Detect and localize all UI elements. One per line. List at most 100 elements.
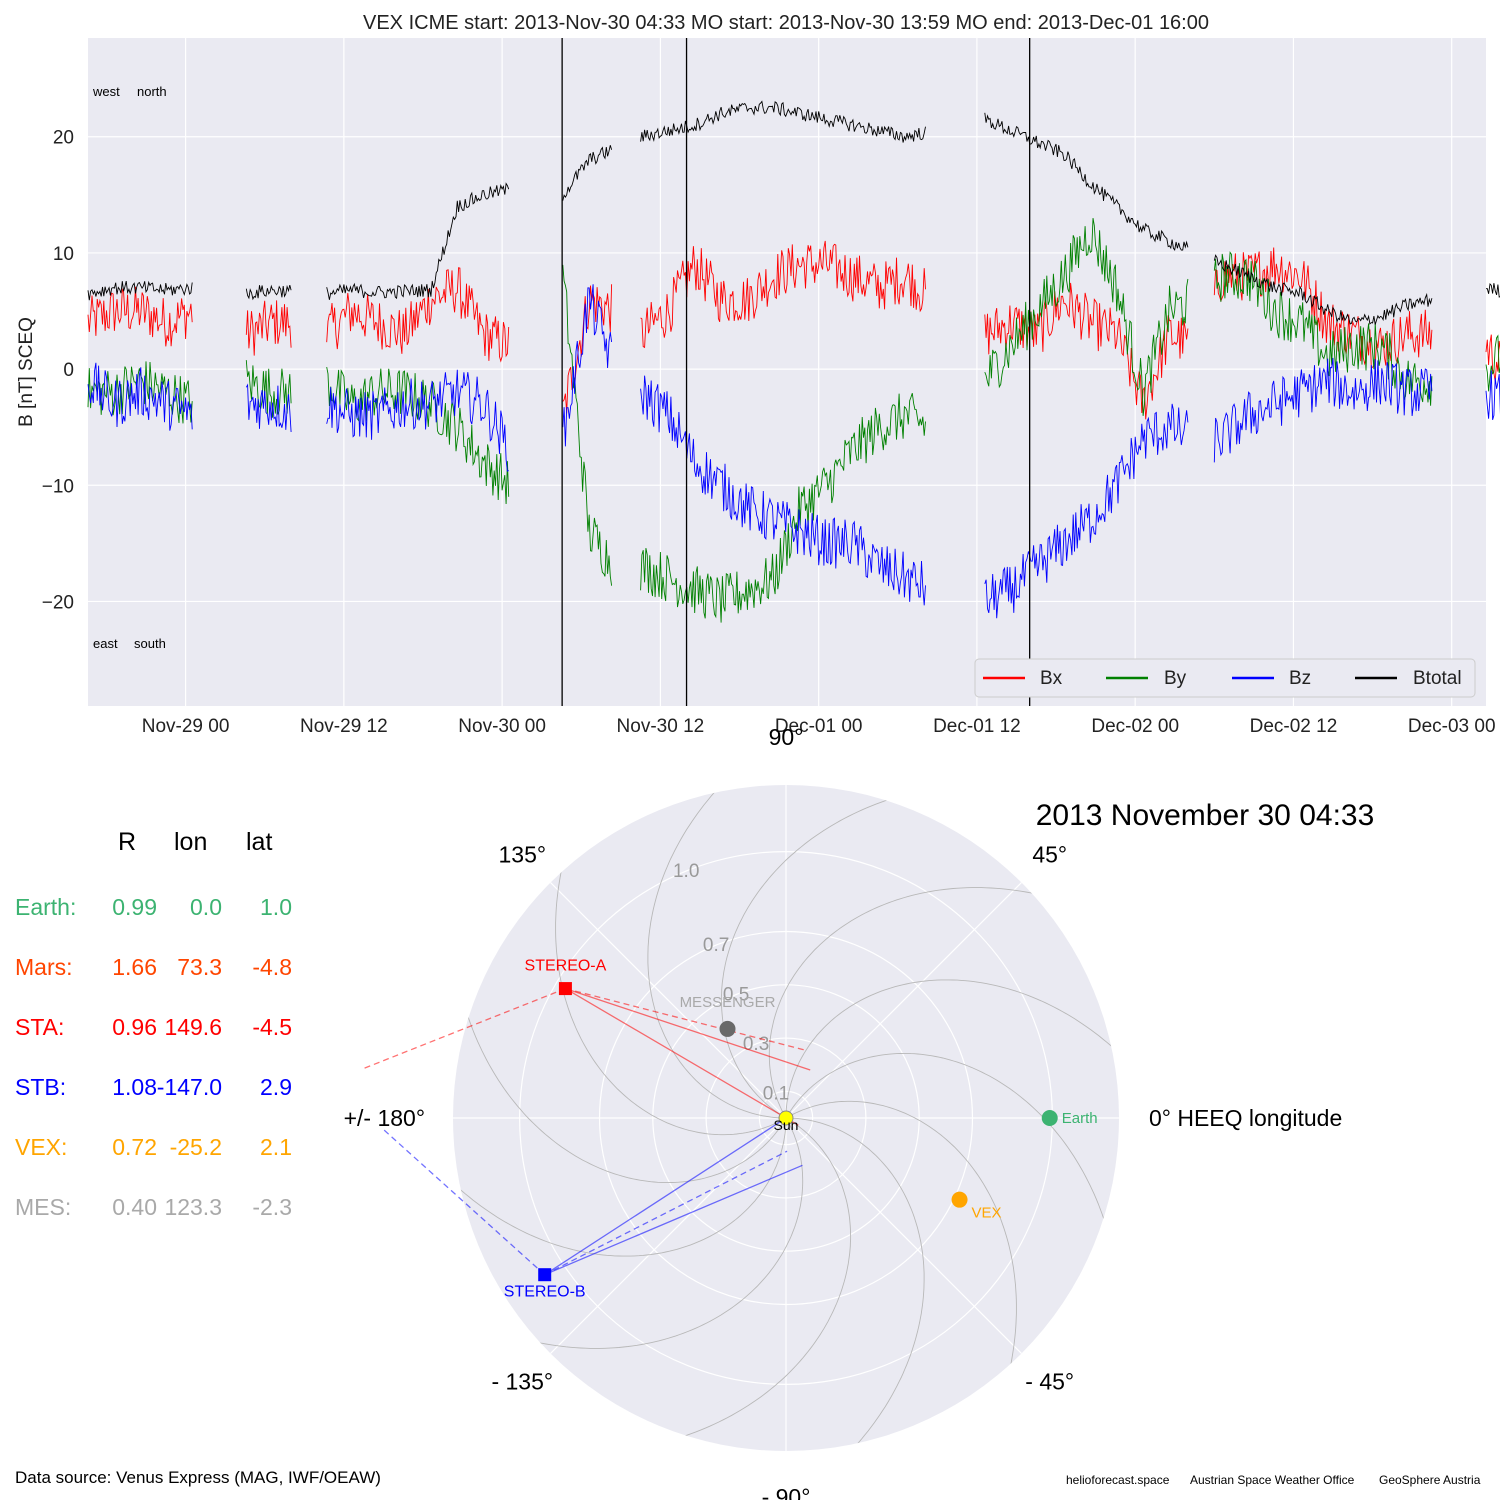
x-tick-labels: Nov-29 00 Nov-29 12 Nov-30 00 Nov-30 12 Dec-… [142,716,1496,737]
radial-tick-label: 1.0 [673,861,699,882]
chart-title: VEX ICME start: 2013-Nov-30 04:33 MO sta… [363,12,1209,34]
radial-tick-label: 0.1 [763,1083,789,1104]
angle-label: - 135° [491,1369,553,1395]
radial-tick-label: 0.7 [703,935,729,956]
position-label: Mars: [15,954,73,980]
stereo-b-label: STEREO-B [504,1284,586,1301]
position-lon: -25.2 [169,1134,222,1160]
legend-frame [974,658,1476,698]
parker-spirals [453,785,1119,1451]
position-label: VEX: [15,1134,68,1160]
position-label: STA: [15,1014,65,1040]
position-lat: 2.9 [260,1074,292,1100]
angle-label: 90° [769,724,804,750]
parker-spiral [785,1100,1017,1420]
vex-marker [951,1191,968,1208]
position-label: STB: [15,1074,67,1100]
x-tick-label: Nov-29 00 [142,716,230,737]
fov-line [565,988,799,1126]
position-lat: -4.5 [252,1014,292,1040]
earth-marker [1041,1110,1058,1126]
fov-line [544,1150,788,1276]
legend: Bx By Bz Btotal [974,658,1476,698]
y-axis-label: B [nT] SCEQ [16,317,37,427]
position-row: STA: 0.96 149.6 -4.5 [10,1014,310,1044]
y-tick-labels: −20 −10 0 10 20 [42,128,74,614]
y-tick-label: 10 [53,244,74,265]
timeseries-lines [87,100,1500,623]
position-row: VEX: 0.72 -25.2 2.1 [10,1134,310,1164]
angle-label: - 90° [762,1484,811,1500]
position-lon: 73.3 [177,954,222,980]
position-lat: 2.1 [260,1134,292,1160]
header-lat: lat [246,828,273,856]
sun-marker [778,1110,794,1126]
timeseries-grid [88,38,1486,706]
y-tick-label: 0 [63,360,74,381]
credit-helioforecast: helioforecast.space [1066,1473,1170,1487]
x-tick-label: Dec-01 12 [933,716,1021,737]
series-bz [87,284,1500,619]
header-r: R [118,828,137,856]
polar-title: 2013 November 30 04:33 [1036,799,1375,832]
parker-spiral [629,1117,852,1450]
x-tick-label: Dec-03 00 [1408,716,1496,737]
planet-markers: Sun Earth VEX MESSENGER STEREO-A STEREO-B [504,958,1098,1301]
x-tick-label: Nov-30 12 [617,716,705,737]
legend-bz-label: Bz [1289,668,1311,689]
stereo-fov-lines [360,987,811,1276]
position-lon: -147.0 [156,1074,222,1100]
messenger-label: MESSENGER [680,994,776,1011]
x-tick-label: Nov-29 12 [300,716,388,737]
parker-spiral [454,961,787,1184]
annotation-west: west [92,84,120,99]
position-r: 0.40 [112,1194,157,1220]
angle-spoke [550,1117,787,1354]
angle-spoke [785,1117,1022,1354]
x-tick-label: Dec-02 12 [1250,716,1338,737]
annotation-south: south [134,636,166,651]
x-tick-label: Dec-01 00 [775,716,863,737]
parker-spiral [484,1117,804,1349]
angle-label: 135° [498,841,546,867]
messenger-marker [719,1020,736,1037]
legend-by-label: By [1164,668,1187,689]
position-row: MES: 0.40 123.3 -2.3 [10,1194,310,1224]
event-lines [561,38,1031,706]
angle-label: 0° HEEQ longitude [1149,1105,1342,1131]
position-lon: 149.6 [164,1014,222,1040]
timeseries-panel [88,38,1486,706]
credit-austrian-space-weather: Austrian Space Weather Office [1190,1473,1355,1487]
radial-tick-label: 0.5 [723,984,749,1005]
position-row: Mars: 1.66 73.3 -4.8 [10,954,310,984]
radial-labels: 0.10.30.50.71.0 [673,861,789,1104]
position-r: 1.08 [112,1074,157,1100]
sun-label: Sun [774,1117,799,1133]
parker-spiral [786,1117,925,1451]
fov-line [544,1116,789,1276]
data-source: Data source: Venus Express (MAG, IWF/OEA… [15,1468,381,1487]
position-lon: 123.3 [164,1194,222,1220]
y-tick-label: −20 [42,592,74,613]
parker-spiral [647,785,786,1119]
angle-label: +/- 180° [344,1105,425,1131]
stereo-a-label: STEREO-A [525,958,607,975]
angle-labels: 0° HEEQ longitude 45° 90° 135° +/- 180° - 135… [344,724,1343,1500]
parker-spiral [785,1052,1118,1275]
angle-spoke [785,882,1022,1119]
x-tick-label: Dec-02 00 [1091,716,1179,737]
fov-line [565,987,808,1052]
position-r: 0.99 [112,894,157,920]
position-lat: -4.8 [252,954,292,980]
parker-spiral [768,887,1088,1119]
vex-label: VEX [972,1205,1002,1222]
annotation-north: north [137,84,167,99]
fov-line [544,1164,803,1276]
parker-spiral [453,1118,787,1257]
angle-label: 45° [1032,841,1067,867]
fov-line [565,987,811,1071]
position-r: 0.96 [112,1014,157,1040]
position-r: 1.66 [112,954,157,980]
angle-spoke [550,882,787,1119]
earth-label: Earth [1062,1110,1098,1127]
